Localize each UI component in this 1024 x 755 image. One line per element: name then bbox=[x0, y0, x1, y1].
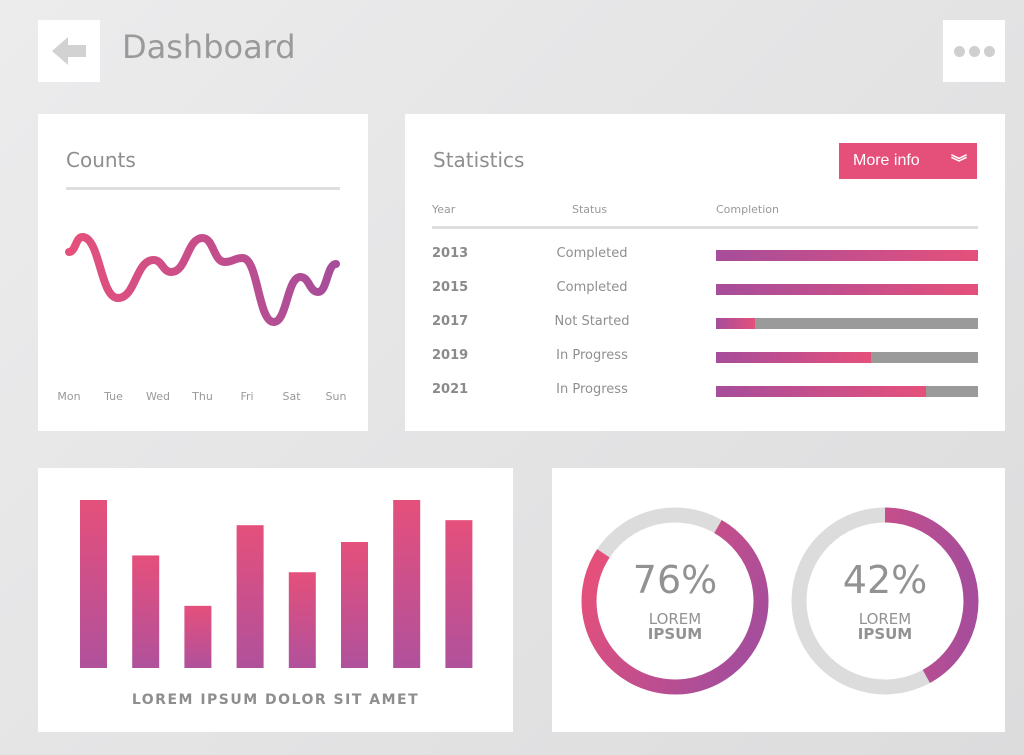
bar bbox=[341, 542, 368, 668]
divider bbox=[432, 226, 978, 229]
divider bbox=[66, 187, 340, 190]
completion-fill bbox=[716, 250, 978, 261]
bar bbox=[288, 572, 316, 668]
year-cell: 2017 bbox=[432, 314, 469, 329]
x-tick-label: Tue bbox=[104, 390, 123, 403]
donut-chart: 42% LOREM IPSUM bbox=[790, 506, 980, 696]
statistics-card: Statistics More info ︾ Year Status Comple… bbox=[405, 114, 1005, 431]
table-row: 2021 In Progress bbox=[432, 382, 978, 402]
dot bbox=[968, 45, 980, 57]
donut-ring bbox=[581, 507, 769, 695]
counts-card: Counts Mon Tue Wed Thu Fri Sat Sun bbox=[38, 114, 368, 431]
bar bbox=[132, 555, 160, 668]
column-header-completion: Completion bbox=[716, 203, 780, 216]
page-title: Dashboard bbox=[122, 28, 296, 66]
completion-fill bbox=[716, 386, 926, 397]
donut-label: IPSUM bbox=[647, 625, 703, 643]
x-tick-label: Sun bbox=[325, 390, 347, 403]
more-info-button[interactable]: More info ︾ bbox=[839, 143, 977, 179]
bar-chart bbox=[80, 500, 473, 668]
back-button[interactable] bbox=[38, 20, 100, 82]
completion-bar bbox=[716, 352, 978, 363]
year-cell: 2019 bbox=[432, 348, 469, 363]
column-header-status: Status bbox=[572, 203, 608, 216]
more-info-label: More info bbox=[853, 152, 920, 169]
status-cell: Not Started bbox=[554, 314, 630, 329]
year-cell: 2013 bbox=[432, 246, 469, 261]
table-row: 2017 Not Started bbox=[432, 314, 978, 334]
status-cell: Completed bbox=[556, 280, 628, 295]
completion-bar bbox=[716, 284, 978, 295]
bar bbox=[80, 500, 107, 668]
donut-card: 76% LOREM IPSUM 42% LOREM IPSUM bbox=[552, 468, 1005, 732]
table-row: 2015 Completed bbox=[432, 280, 978, 300]
bar bbox=[184, 605, 212, 668]
completion-bar bbox=[716, 318, 978, 329]
column-header-year: Year bbox=[432, 203, 456, 216]
table-row: 2013 Completed bbox=[432, 246, 978, 266]
donut-label: LOREM bbox=[858, 610, 912, 628]
completion-fill bbox=[716, 352, 871, 363]
x-tick-label: Thu bbox=[192, 390, 213, 403]
dot bbox=[953, 45, 965, 57]
bar-chart-caption: LOREM IPSUM DOLOR SIT AMET bbox=[131, 692, 420, 708]
completion-fill bbox=[716, 318, 756, 329]
counts-title: Counts bbox=[66, 148, 136, 172]
donut-label: IPSUM bbox=[857, 625, 913, 643]
donut-value: 76% bbox=[632, 558, 718, 602]
donut-ring bbox=[791, 507, 979, 695]
arrow-left-icon bbox=[52, 37, 86, 65]
dot bbox=[983, 45, 995, 57]
counts-line bbox=[65, 232, 340, 327]
bar bbox=[393, 500, 421, 668]
donut-label: LOREM bbox=[648, 610, 702, 628]
status-cell: In Progress bbox=[556, 382, 628, 397]
more-options-button[interactable] bbox=[943, 20, 1005, 82]
status-cell: Completed bbox=[556, 246, 628, 261]
double-chevron-down-icon: ︾ bbox=[950, 155, 967, 172]
line-chart bbox=[65, 232, 340, 327]
year-cell: 2015 bbox=[432, 280, 469, 295]
x-tick-label: Mon bbox=[57, 390, 81, 403]
bar bbox=[445, 520, 473, 668]
donut-chart: 76% LOREM IPSUM bbox=[580, 506, 770, 696]
bar-chart-card: LOREM IPSUM DOLOR SIT AMET bbox=[38, 468, 513, 732]
completion-bar bbox=[716, 250, 978, 261]
status-cell: In Progress bbox=[556, 348, 628, 363]
bar bbox=[236, 525, 264, 668]
donut-arc bbox=[791, 507, 979, 695]
x-tick-label: Sat bbox=[282, 390, 301, 403]
table-row: 2019 In Progress bbox=[432, 348, 978, 368]
completion-fill bbox=[716, 284, 978, 295]
year-cell: 2021 bbox=[432, 382, 469, 397]
completion-bar bbox=[716, 386, 978, 397]
x-tick-label: Wed bbox=[146, 390, 170, 403]
statistics-title: Statistics bbox=[433, 148, 525, 172]
donut-value: 42% bbox=[842, 558, 928, 602]
x-tick-label: Fri bbox=[240, 390, 254, 403]
